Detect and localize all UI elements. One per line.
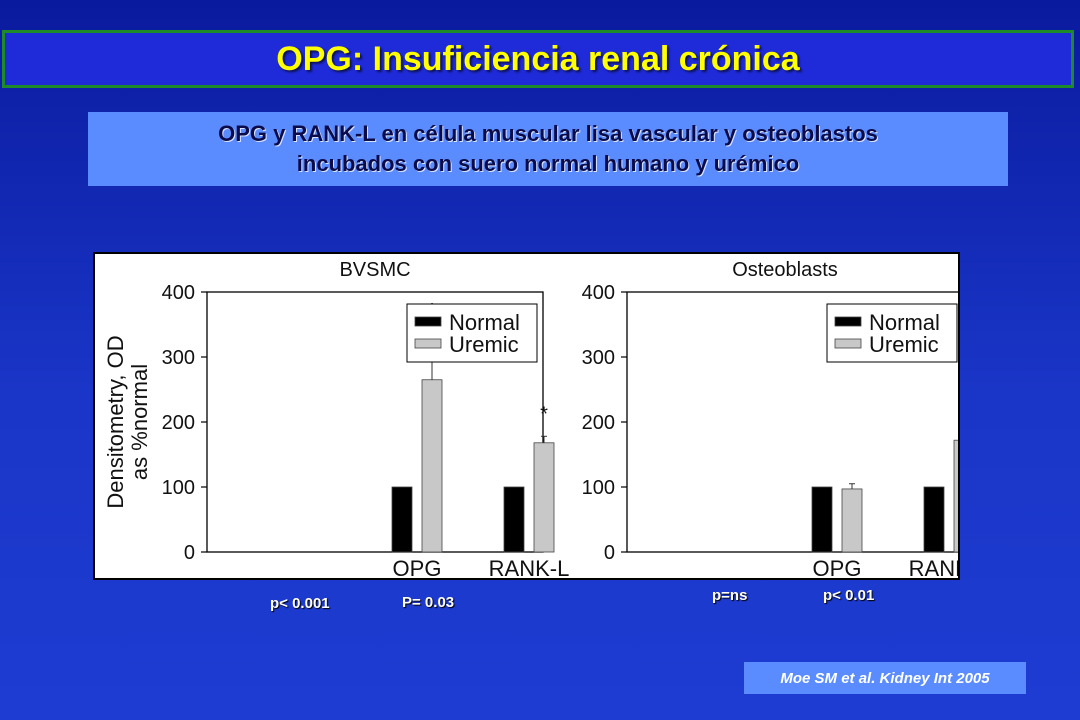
bar-normal-rank-l [923,486,945,553]
bar-uremic-rank-l [533,442,555,553]
x-tick-label-opg: OPG [393,556,442,578]
significance-marker: * [540,403,548,425]
bar-uremic-opg [841,488,863,553]
legend-swatch-uremic [834,338,862,349]
y-tick-label: 400 [582,282,615,304]
y-tick-label: 200 [162,412,195,434]
x-tick-label-rank-l: RANK-L [489,556,570,578]
pvalue-osteo-rankl: p< 0.01 [823,587,875,604]
slide-title: OPG: Insuficiencia renal crónica [276,39,800,78]
y-tick-label: 100 [582,477,615,499]
bar-normal-rank-l [503,486,525,553]
subtitle-line-2: incubados con suero normal humano y urém… [296,151,800,176]
x-tick-label-opg: OPG [813,556,862,578]
chart-title: BVSMC [339,259,410,281]
legend-label-uremic: Uremic [869,332,939,357]
legend-label-normal: Normal [449,310,520,335]
legend-swatch-normal [414,316,442,327]
citation-text: Moe SM et al. Kidney Int 2005 [780,669,990,687]
pvalue-bvsmc-opg: p< 0.001 [270,595,330,612]
y-axis-label: Densitometry, OD [103,335,128,508]
legend-swatch-normal [834,316,862,327]
y-tick-label: 0 [604,542,615,564]
pvalue-bvsmc-rankl: P= 0.03 [402,594,455,611]
y-tick-label: 0 [184,542,195,564]
bar-uremic-rank-l [953,439,958,553]
y-tick-label: 300 [162,347,195,369]
title-bar: OPG: Insuficiencia renal crónica [2,30,1074,88]
legend-label-normal: Normal [869,310,940,335]
bar-normal-opg [391,486,413,553]
subtitle-line-1: OPG y RANK-L en célula muscular lisa vas… [218,121,878,146]
subtitle-box: OPG y RANK-L en célula muscular lisa vas… [88,112,1008,186]
x-tick-label-rank-l: RANK-L [909,556,958,578]
bar-normal-opg [811,486,833,553]
y-tick-label: 300 [582,347,615,369]
legend-label-uremic: Uremic [449,332,519,357]
chart-figure: BVSMC 0 100 200 300 400 Densitometry, OD as %no… [93,252,960,580]
pvalue-osteo-opg: p=ns [712,587,748,604]
legend-swatch-uremic [414,338,442,349]
y-axis-label: as %normal [127,364,152,480]
y-tick-label: 200 [582,412,615,434]
chart-title: Osteoblasts [732,259,838,281]
y-tick-label: 100 [162,477,195,499]
chart-svg: BVSMC 0 100 200 300 400 Densitometry, OD as %no… [103,259,958,578]
legend-box [826,303,958,363]
bar-uremic-opg [421,379,443,553]
legend-box [406,303,538,363]
y-tick-label: 400 [162,282,195,304]
citation-box: Moe SM et al. Kidney Int 2005 [744,662,1026,694]
